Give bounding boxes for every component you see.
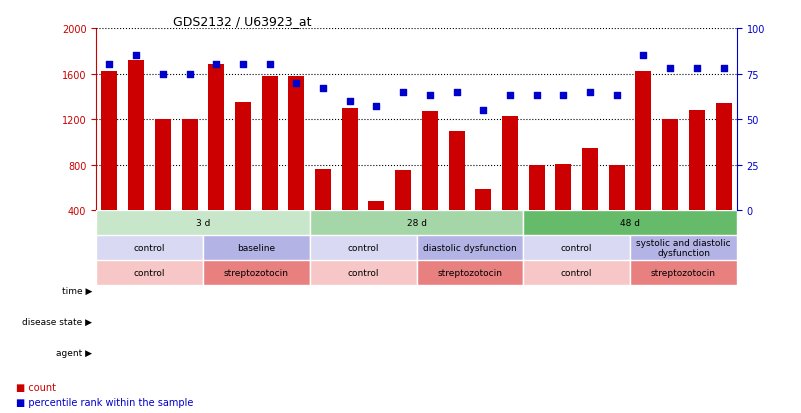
Bar [102, 72, 118, 256]
Text: control: control [134, 268, 165, 277]
Bar [96, 260, 203, 285]
Point [477, 107, 489, 114]
Text: control: control [348, 243, 379, 252]
Text: diastolic dysfunction: diastolic dysfunction [423, 243, 517, 252]
Point [316, 85, 329, 92]
Bar [128, 61, 144, 256]
Bar [635, 72, 651, 256]
Bar [555, 164, 571, 256]
Point [424, 93, 437, 100]
Bar [310, 211, 523, 235]
Text: 28 d: 28 d [407, 219, 426, 228]
Bar [203, 235, 310, 260]
Point [290, 80, 303, 87]
Point [637, 53, 650, 59]
Text: 48 d: 48 d [620, 219, 640, 228]
Point [344, 98, 356, 105]
Bar [417, 260, 523, 285]
Bar [417, 235, 523, 260]
Bar [715, 104, 731, 256]
Bar [262, 77, 278, 256]
Bar [502, 116, 518, 256]
Text: disease state ▶: disease state ▶ [22, 317, 92, 326]
Bar [630, 260, 737, 285]
Bar [310, 235, 417, 260]
Bar [523, 260, 630, 285]
Bar [96, 211, 310, 235]
Text: streptozotocin: streptozotocin [223, 268, 289, 277]
Bar [342, 109, 358, 256]
Bar [235, 103, 251, 256]
Text: systolic and diastolic
dysfunction: systolic and diastolic dysfunction [636, 238, 731, 258]
Bar [475, 189, 491, 256]
Text: control: control [561, 268, 593, 277]
Text: ■ percentile rank within the sample: ■ percentile rank within the sample [16, 397, 193, 407]
Bar [630, 235, 737, 260]
Bar [529, 165, 545, 256]
Bar [155, 120, 171, 256]
Point [584, 89, 597, 96]
Bar [288, 77, 304, 256]
Point [717, 66, 730, 72]
Text: control: control [561, 243, 593, 252]
Text: 3 d: 3 d [195, 219, 210, 228]
Text: ■ count: ■ count [16, 382, 56, 392]
Point [690, 66, 703, 72]
Bar [523, 211, 737, 235]
Point [450, 89, 463, 96]
Text: agent ▶: agent ▶ [56, 348, 92, 357]
Point [103, 62, 116, 69]
Bar [689, 111, 705, 256]
Bar [182, 120, 198, 256]
Point [130, 53, 143, 59]
Point [396, 89, 409, 96]
Point [664, 66, 677, 72]
Bar [208, 65, 224, 256]
Text: control: control [134, 243, 165, 252]
Text: GDS2132 / U63923_at: GDS2132 / U63923_at [173, 15, 312, 28]
Bar [368, 202, 384, 256]
Bar [96, 235, 203, 260]
Text: streptozotocin: streptozotocin [651, 268, 716, 277]
Bar [582, 148, 598, 256]
Point [530, 93, 543, 100]
Bar [395, 171, 411, 256]
Point [610, 93, 623, 100]
Bar [315, 170, 331, 256]
Text: streptozotocin: streptozotocin [437, 268, 502, 277]
Bar [449, 131, 465, 256]
Bar [203, 260, 310, 285]
Point [264, 62, 276, 69]
Bar [609, 165, 625, 256]
Bar [523, 235, 630, 260]
Bar [310, 260, 417, 285]
Point [504, 93, 517, 100]
Text: time ▶: time ▶ [62, 286, 92, 295]
Point [156, 71, 169, 78]
Bar [422, 112, 438, 256]
Point [236, 62, 249, 69]
Point [183, 71, 196, 78]
Text: control: control [348, 268, 379, 277]
Text: baseline: baseline [237, 243, 276, 252]
Point [210, 62, 223, 69]
Point [370, 104, 383, 110]
Bar [662, 120, 678, 256]
Point [557, 93, 570, 100]
